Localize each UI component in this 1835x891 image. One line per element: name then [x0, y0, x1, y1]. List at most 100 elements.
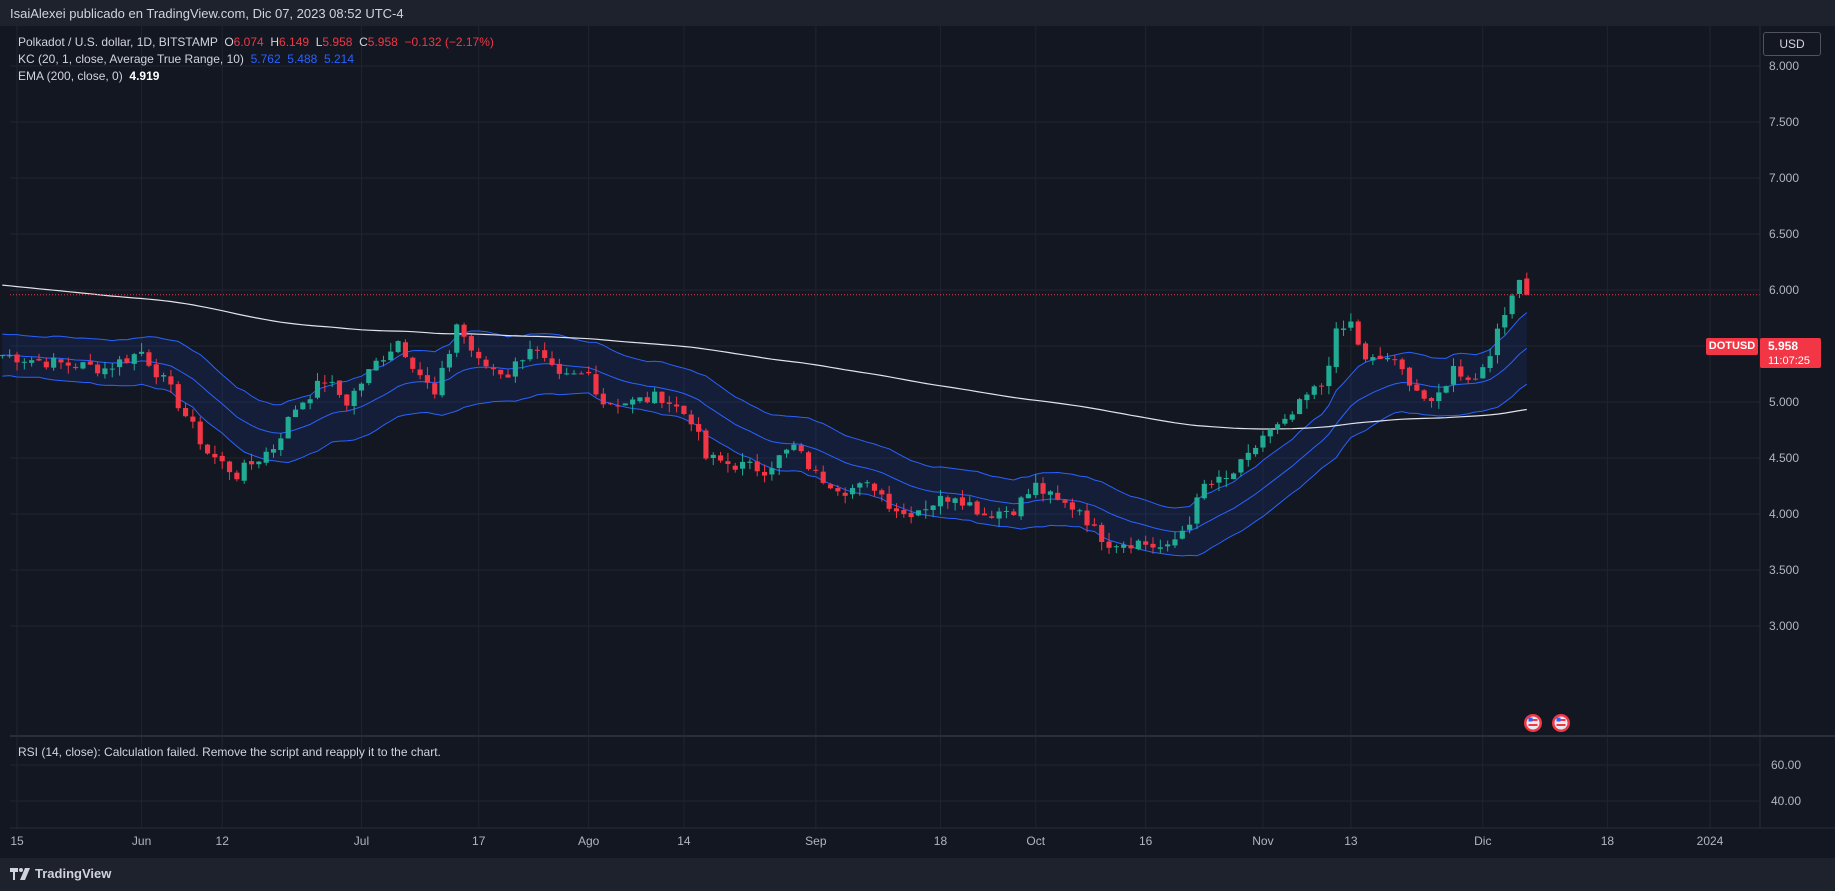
candle-body [226, 461, 233, 473]
candle-body [600, 393, 606, 405]
candle-body [1187, 524, 1193, 530]
candle [461, 322, 467, 344]
candle-body [1238, 459, 1244, 473]
candle-body [131, 354, 137, 364]
candle-body [512, 361, 518, 377]
candle [696, 417, 702, 441]
candle [388, 343, 394, 361]
kc-mid-value: 5.488 [287, 52, 318, 66]
candle-body [1458, 366, 1464, 377]
candle-body [593, 374, 599, 395]
tradingview-logo[interactable]: TradingView [10, 866, 111, 881]
candle [226, 460, 233, 481]
candle [1348, 313, 1354, 331]
candle-body [117, 359, 123, 368]
candle [14, 351, 20, 371]
candle [930, 505, 936, 518]
candle-body [893, 508, 900, 512]
candle-body [1297, 399, 1303, 415]
candle-body [468, 336, 474, 351]
candle [923, 500, 929, 519]
candle [703, 428, 709, 461]
candle-body [864, 482, 870, 484]
kc-label[interactable]: KC (20, 1, close, Average True Range, 10… [18, 52, 244, 66]
candle-body [1348, 321, 1354, 328]
candle-body [1318, 385, 1325, 387]
candle [512, 357, 518, 383]
candle [1003, 506, 1009, 519]
candle [893, 503, 900, 519]
candle [520, 359, 526, 370]
candle-body [1150, 543, 1156, 548]
x-tick-label: Nov [1252, 834, 1273, 848]
candle [1355, 319, 1361, 346]
currency-button[interactable]: USD [1763, 32, 1821, 56]
chart-legend: Polkadot / U.S. dollar, 1D, BITSTAMP O6.… [18, 34, 494, 85]
candle-body [564, 373, 570, 375]
candle [857, 481, 863, 496]
candle [175, 381, 181, 412]
candle-body [263, 451, 269, 463]
candle-body [270, 449, 277, 453]
candle-body [1524, 278, 1530, 295]
candle [747, 458, 753, 470]
x-tick-label: Oct [1026, 834, 1045, 848]
candle [666, 396, 672, 413]
publish-line: IsaiAlexei publicado en TradingView.com,… [10, 6, 404, 21]
candle [248, 453, 255, 470]
candle-body [725, 461, 731, 465]
candle-body [783, 449, 790, 454]
candle [131, 352, 137, 371]
candle-body [688, 414, 694, 425]
candle [864, 480, 870, 488]
low-value: 5.958 [322, 35, 353, 49]
candle-body [1253, 447, 1259, 455]
candle-body [1516, 279, 1523, 294]
us-event-flag-icon [1524, 714, 1542, 732]
candle-body [439, 367, 445, 396]
candle [1143, 535, 1149, 552]
candle-body [1201, 483, 1207, 499]
candle-body [278, 438, 284, 451]
candle-body [380, 360, 387, 362]
candle [292, 405, 299, 418]
candle [43, 357, 49, 370]
candle [754, 454, 760, 477]
high-value: 6.149 [279, 35, 310, 49]
candle-body [505, 374, 511, 378]
candle [1487, 348, 1493, 373]
candle [740, 453, 746, 476]
candle-body [146, 352, 152, 366]
candle-body [1370, 357, 1376, 361]
candle [1502, 307, 1508, 335]
candle-body [476, 351, 482, 359]
candle-body [1091, 524, 1097, 526]
candle-body [827, 484, 834, 489]
candle-body [1472, 378, 1479, 380]
candle [410, 356, 416, 373]
rsi-error-message: RSI (14, close): Calculation failed. Rem… [18, 745, 441, 759]
x-tick-label: 18 [934, 834, 948, 848]
candle [1223, 470, 1229, 488]
candle [1472, 373, 1479, 381]
candle [322, 375, 328, 393]
candle [21, 358, 27, 370]
candle [1421, 389, 1427, 402]
candle [959, 490, 966, 510]
candle-body [1414, 384, 1420, 391]
candle-body [366, 369, 372, 384]
candle [256, 461, 262, 469]
candle [1018, 495, 1024, 520]
candle-body [835, 487, 841, 492]
symbol-title[interactable]: Polkadot / U.S. dollar, 1D, BITSTAMP [18, 35, 218, 49]
candle-body [351, 390, 357, 406]
ema-label[interactable]: EMA (200, close, 0) [18, 69, 123, 83]
candle-body [446, 353, 452, 368]
candle-body [1450, 366, 1457, 385]
candle [637, 397, 643, 404]
candle [1179, 525, 1185, 540]
candle [87, 353, 93, 365]
candle [204, 443, 211, 455]
candle [1406, 366, 1413, 392]
